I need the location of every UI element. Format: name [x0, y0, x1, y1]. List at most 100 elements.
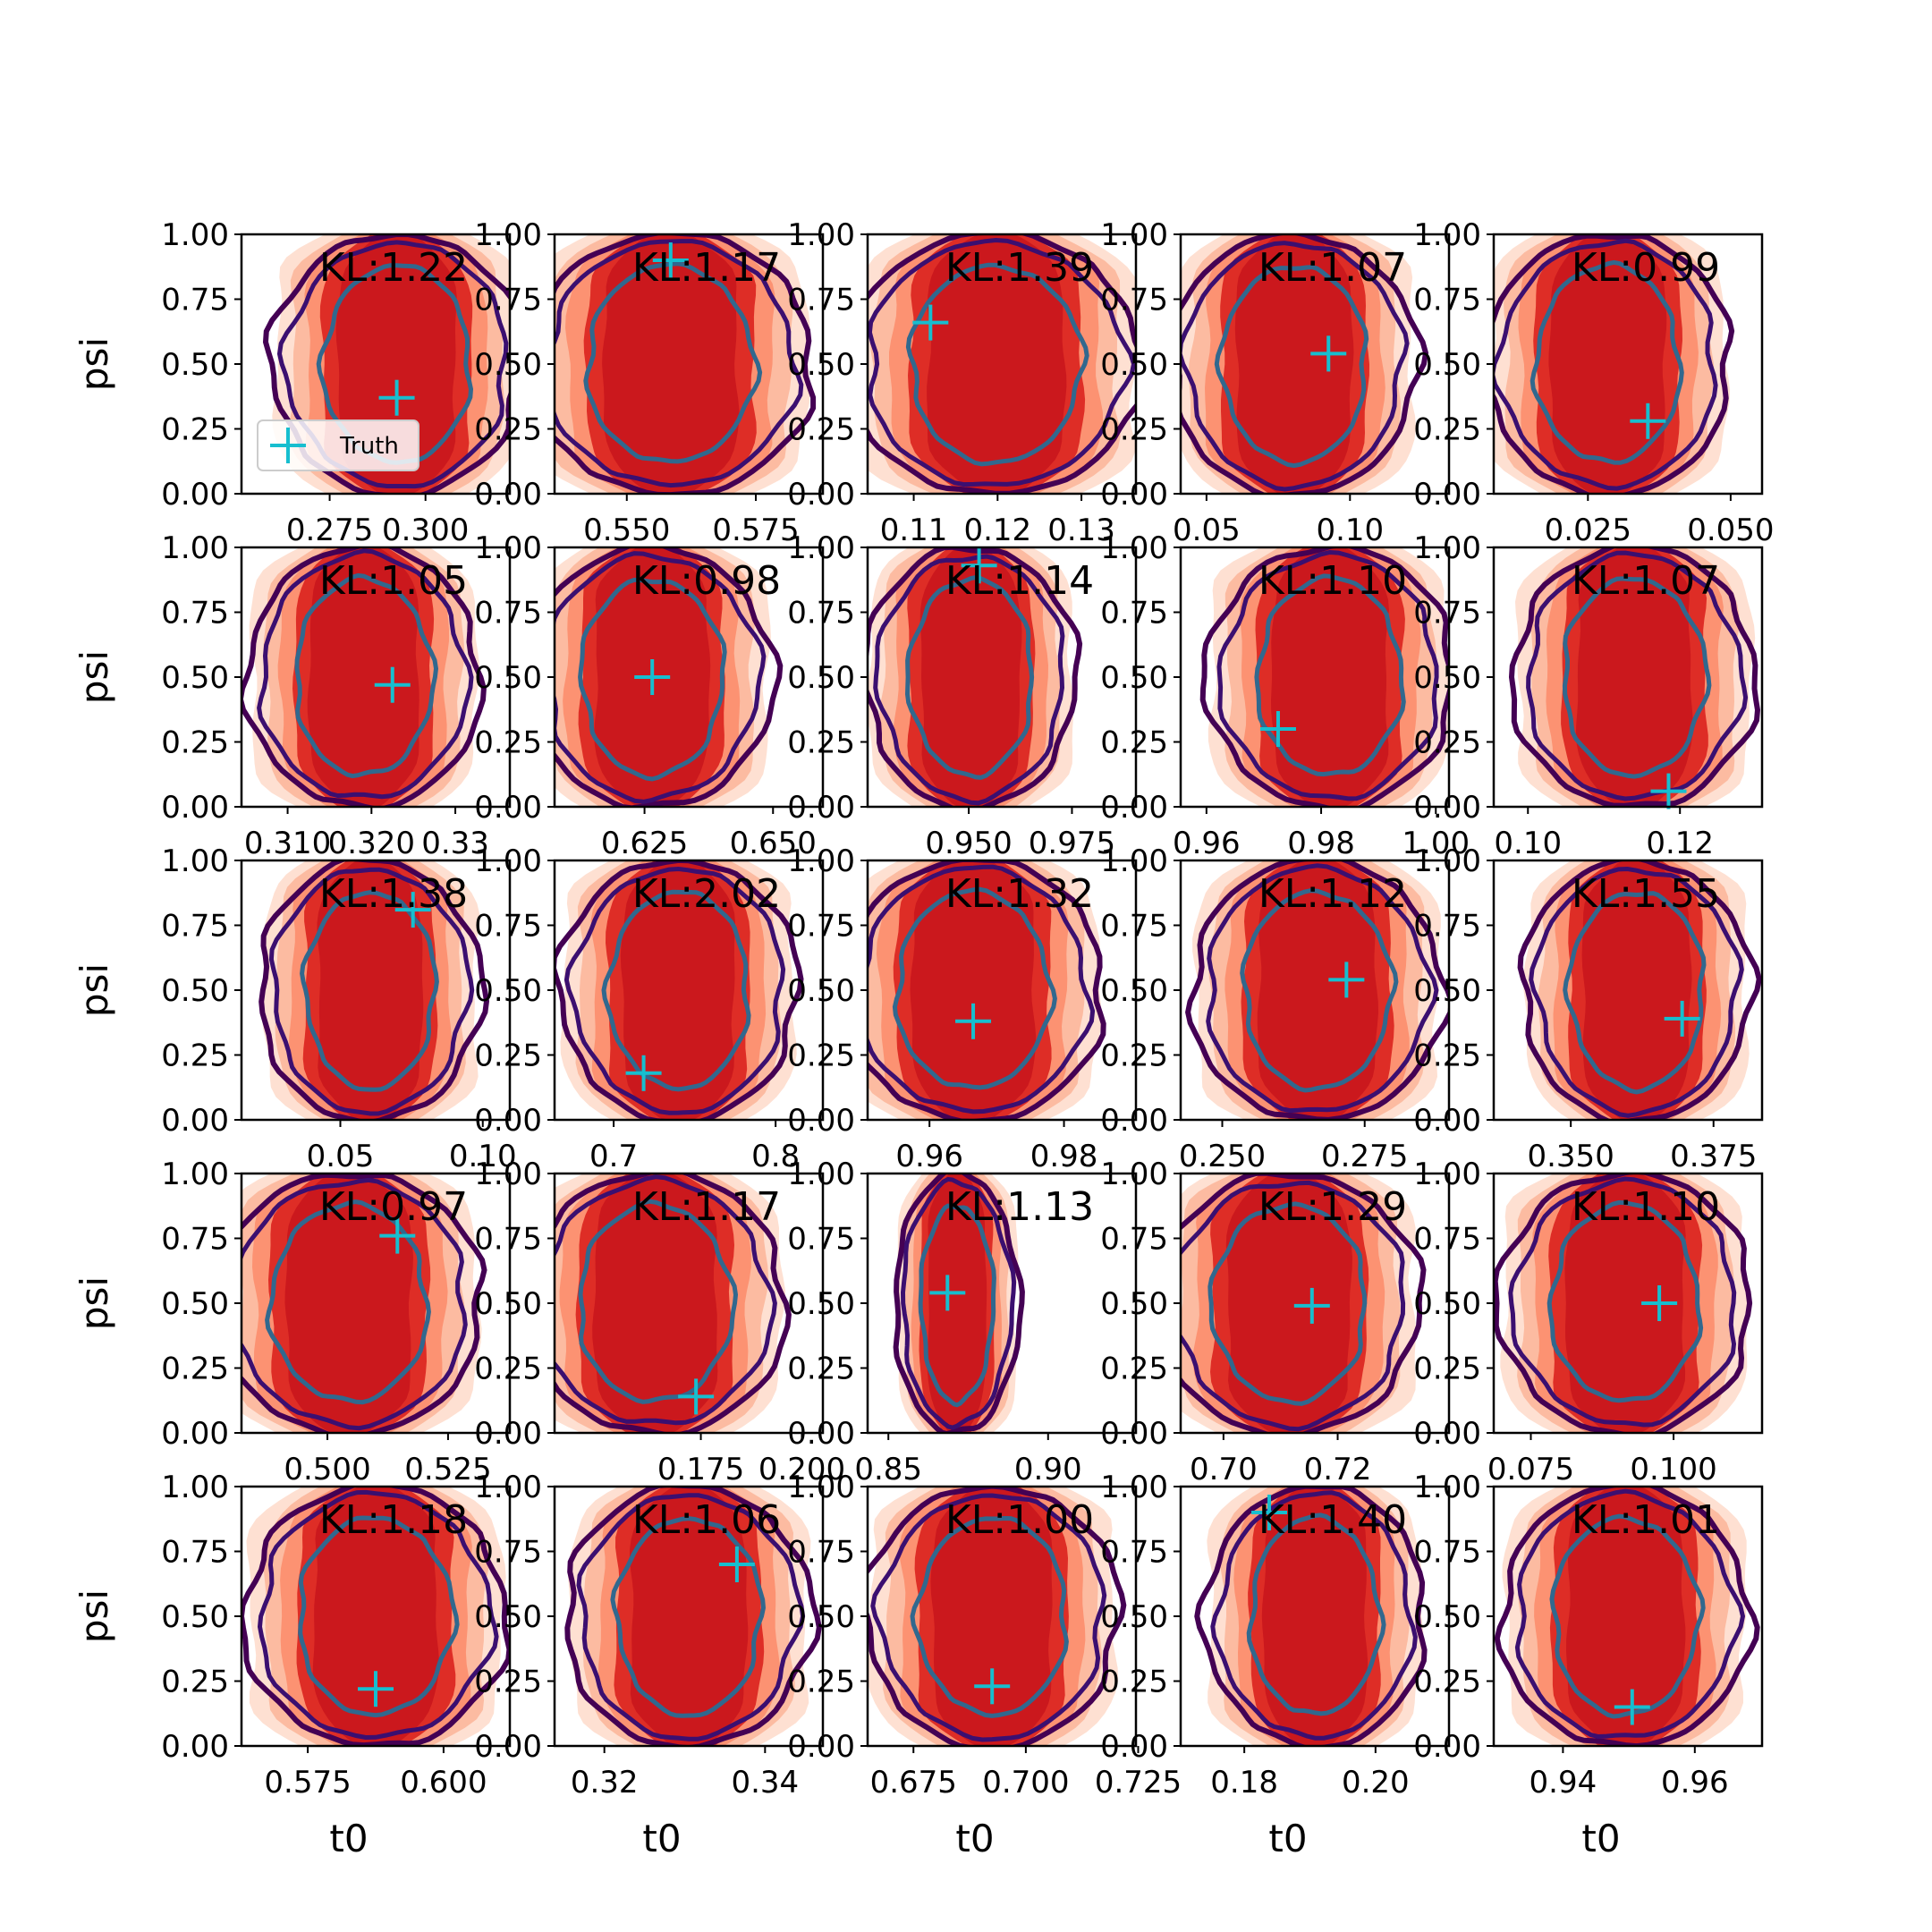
truth-marker: [634, 659, 671, 695]
plot-area: [242, 1487, 510, 1746]
contour-line-3: [1562, 576, 1712, 779]
y-tick-label: 1.00: [474, 530, 542, 566]
contour-line-2: [1181, 1180, 1406, 1432]
contour-line-1: [564, 1487, 822, 1746]
plot-area: [564, 1487, 822, 1746]
kl-label: KL:1.32: [945, 871, 1094, 917]
y-tick-label: 0.00: [1413, 790, 1481, 826]
x-tick-label: 0.100: [1630, 1452, 1716, 1487]
y-tick-label: 1.00: [161, 217, 229, 253]
kl-label: KL:1.13: [945, 1184, 1094, 1230]
x-tick-label: 0.350: [1527, 1139, 1614, 1174]
kl-label: KL:1.55: [1572, 871, 1720, 917]
kl-label: KL:1.10: [1258, 558, 1407, 604]
x-tick-label: 0.625: [601, 826, 688, 861]
truth-marker: [718, 1546, 755, 1582]
contour-line-2: [868, 864, 1096, 1114]
kl-label: KL:1.17: [632, 245, 781, 291]
y-tick-label: 0.00: [787, 1416, 855, 1452]
subplot-4-5: 0.00 0.25 0.50 0.75 1.00 0.075 0.100 KL:1.10: [1413, 1157, 1764, 1487]
truth-marker: [379, 1217, 416, 1254]
density-fill-level-5: [1257, 860, 1378, 1120]
contour-line-2: [555, 1174, 777, 1426]
x-tick-label: 0.300: [382, 513, 469, 548]
y-tick-label: 0.75: [161, 909, 229, 945]
x-tick-label: 0.20: [1342, 1765, 1410, 1801]
plot-area: [893, 1174, 1025, 1433]
contour-line-3: [1208, 1201, 1368, 1406]
contour-line-1: [1494, 1487, 1760, 1746]
density-fill-level-5: [317, 860, 424, 1120]
y-tick-label: 0.25: [161, 412, 229, 448]
x-tick-label: 1.00: [1402, 826, 1470, 861]
y-tick-label: 1.00: [474, 1157, 542, 1192]
plot-area: [1517, 860, 1762, 1120]
y-tick-label: 0.50: [1413, 660, 1481, 696]
y-tick-label: 0.25: [474, 1038, 542, 1074]
y-tick-label: 0.75: [787, 1535, 855, 1571]
density-fill-level-5: [312, 1487, 440, 1746]
y-tick-label: 0.00: [1100, 477, 1168, 513]
x-tick-label: 0.175: [657, 1452, 744, 1487]
contour-line-1: [1194, 1487, 1428, 1746]
kl-label: KL:1.07: [1572, 558, 1720, 604]
contour-line-1: [1181, 1174, 1427, 1433]
y-tick-label: 0.50: [1100, 347, 1168, 383]
density-fill-level-5: [1271, 547, 1389, 807]
plot-area: [1194, 1487, 1428, 1746]
density-fill-level-5: [1225, 1174, 1352, 1433]
x-tick-label: 0.525: [404, 1452, 491, 1487]
y-tick-label: 0.25: [1413, 1665, 1481, 1700]
contour-line-1: [1508, 547, 1761, 807]
y-tick-label: 0.00: [161, 1416, 229, 1452]
y-tick-label: 0.50: [474, 660, 542, 696]
plot-area: [258, 860, 490, 1120]
truth-marker: [1614, 1689, 1650, 1725]
truth-marker: [652, 242, 689, 278]
x-tick-label: 0.320: [328, 826, 415, 861]
truth-marker: [1251, 1495, 1288, 1530]
contour-line-3: [316, 263, 474, 465]
y-tick-label: 0.25: [1413, 1038, 1481, 1074]
x-tick-label: 0.90: [1014, 1452, 1082, 1487]
x-tick-label: 0.200: [758, 1452, 845, 1487]
legend-box: [257, 419, 419, 471]
subplot-1-5: 0.00 0.25 0.50 0.75 1.00 0.025 0.050 KL:0.99: [1413, 217, 1774, 548]
contour-line-1: [893, 1174, 1025, 1433]
y-tick-label: 0.50: [1413, 347, 1481, 383]
contour-line-2: [242, 1177, 468, 1431]
x-tick-label: 0.725: [1095, 1765, 1182, 1801]
contour-line-3: [1530, 259, 1684, 465]
subplot-5-5: 0.00 0.25 0.50 0.75 1.00 0.94 0.96 KL:1.01 t0: [1413, 1470, 1764, 1860]
x-tick-label: 0.85: [854, 1452, 922, 1487]
contour-line-2: [900, 1176, 1017, 1430]
contour-line-1: [555, 1174, 792, 1433]
kl-label: KL:1.29: [1258, 1184, 1407, 1230]
y-tick-label: 0.25: [1413, 725, 1481, 761]
plot-area: [1494, 1174, 1753, 1433]
subplot-4-2: 0.00 0.25 0.50 0.75 1.00 0.175 0.200 KL:1.17: [474, 1157, 845, 1487]
contour-line-1: [868, 547, 1083, 807]
truth-marker: [1641, 1285, 1678, 1321]
contour-line-3: [1246, 1513, 1386, 1716]
y-tick-label: 1.00: [474, 843, 542, 879]
x-tick-label: 0.98: [1287, 826, 1355, 861]
subplot-3-2: 0.00 0.25 0.50 0.75 1.00 0.7 0.8 KL:2.02: [474, 843, 825, 1174]
kl-label: KL:1.14: [945, 558, 1094, 604]
y-tick-label: 0.00: [474, 1416, 542, 1452]
truth-marker: [1293, 1287, 1330, 1324]
y-tick-label: 0.00: [1413, 1729, 1481, 1765]
y-tick-label: 0.00: [1413, 1416, 1481, 1452]
x-tick-label: 0.10: [449, 1139, 517, 1174]
truth-marker: [961, 547, 997, 584]
y-tick-label: 0.75: [787, 909, 855, 945]
subplot-5-1: 0.00 0.25 0.50 0.75 1.00 0.575 0.600 KL:1.18 psi…: [72, 1470, 512, 1860]
y-tick-label: 0.00: [474, 1103, 542, 1139]
contour-line-2: [1526, 550, 1749, 801]
y-tick-label: 0.75: [1413, 1222, 1481, 1258]
kl-label: KL:1.40: [1258, 1497, 1407, 1543]
contour-line-2: [564, 866, 786, 1115]
subplot-1-1: 0.00 0.25 0.50 0.75 1.00 0.275 0.300 KL:1.22 psi…: [72, 217, 512, 548]
contour-line-1: [868, 234, 1136, 494]
